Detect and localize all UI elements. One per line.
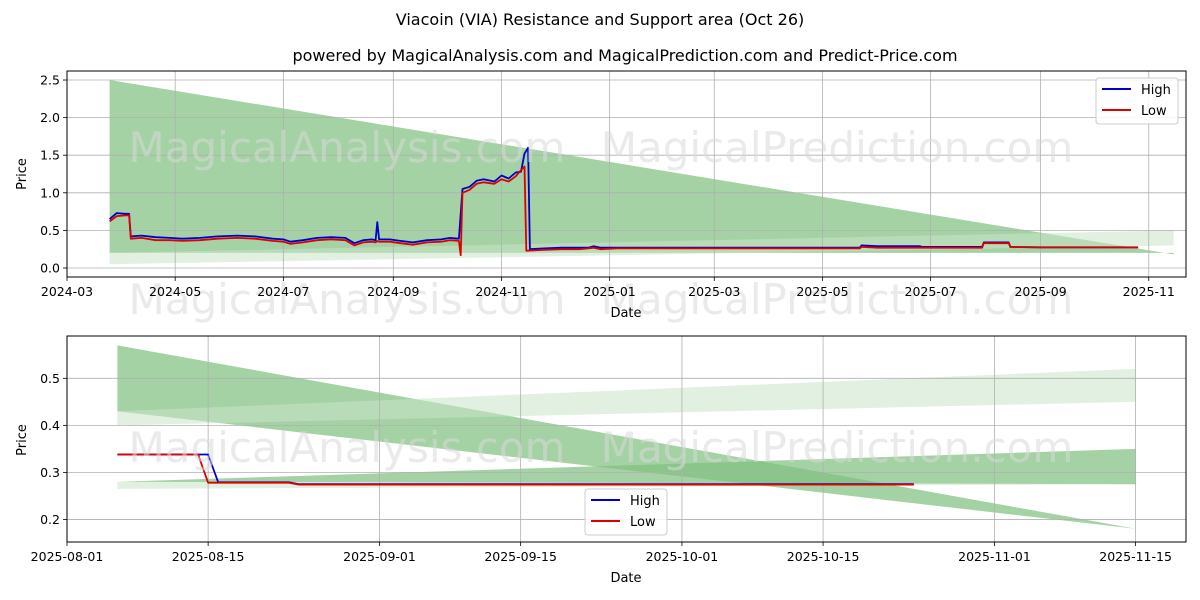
bot-band-resistance-light [117, 368, 1136, 426]
top-xtick-label-7: 2025-05 [796, 284, 848, 299]
bot-ytick-label-0: 0.2 [40, 512, 60, 527]
watermark-bottom-right: MagicalPrediction.com [601, 423, 1074, 472]
bot-xtick-label-3: 2025-09-15 [484, 549, 557, 564]
top-xtick-label-2: 2024-07 [257, 284, 309, 299]
top-legend: High Low [1095, 77, 1179, 125]
bottom-legend: High Low [584, 488, 668, 536]
top-xtick-label-0: 2024-03 [41, 284, 93, 299]
bot-xtick-label-1: 2025-08-15 [172, 549, 245, 564]
top-xtick-label-10: 2025-11 [1123, 284, 1175, 299]
top-xtick-label-8: 2025-07 [905, 284, 957, 299]
bottom-bands [117, 345, 1136, 529]
chart-subtitle: powered by MagicalAnalysis.com and Magic… [292, 46, 957, 65]
bot-band-resistance-dark [117, 345, 1136, 529]
top-ylabel: Price [15, 158, 30, 190]
bottom-plot-frame [66, 335, 1187, 543]
bot-ytick-label-2: 0.4 [40, 418, 60, 433]
watermark-top-left: MagicalAnalysis.com [129, 123, 566, 172]
top-ytick-label-2: 1.0 [40, 185, 60, 200]
bottom-panel: MagicalAnalysis.com MagicalPrediction.co… [15, 335, 1187, 586]
top-ytick-label-5: 2.5 [40, 73, 60, 88]
top-ytick-label-4: 2.0 [40, 110, 60, 125]
bot-ytick-label-3: 0.5 [40, 371, 60, 386]
top-legend-high-label: High [1141, 83, 1171, 98]
top-ytick-label-3: 1.5 [40, 148, 60, 163]
bottom-legend-low-label: Low [630, 515, 656, 530]
bottom-ticks: 2025-08-01 2025-08-15 2025-09-01 2025-09-15… [31, 371, 1172, 564]
top-plot-frame [66, 70, 1187, 278]
top-xlabel: Date [610, 306, 641, 321]
bottom-legend-high-label: High [630, 494, 660, 509]
top-series-low-line [109, 165, 1139, 257]
top-xtick-label-6: 2025-03 [688, 284, 740, 299]
bot-xtick-label-0: 2025-08-01 [31, 549, 104, 564]
top-bands [109, 80, 1174, 265]
bot-series-low-line [117, 453, 914, 486]
top-lines [109, 146, 1139, 257]
bot-xtick-label-6: 2025-11-01 [958, 549, 1031, 564]
top-legend-low-label: Low [1141, 104, 1167, 119]
bottom-lines [117, 453, 914, 486]
bot-band-support-dark [117, 448, 1136, 485]
top-xtick-label-3: 2024-09 [367, 284, 419, 299]
bot-xtick-label-4: 2025-10-01 [646, 549, 719, 564]
top-band-resistance-support-dark [109, 80, 1174, 255]
watermark-top-right: MagicalPrediction.com [601, 123, 1074, 172]
top-ticks: 2024-03 2024-05 2024-07 2024-09 2024-11 2025-… [40, 73, 1175, 299]
bottom-xlabel: Date [610, 571, 641, 586]
chart-title: Viacoin (VIA) Resistance and Support are… [396, 10, 804, 29]
bot-xtick-label-7: 2025-11-15 [1099, 549, 1172, 564]
top-xtick-label-9: 2025-09 [1014, 284, 1066, 299]
top-xtick-label-4: 2024-11 [475, 284, 527, 299]
bot-xtick-label-2: 2025-09-01 [343, 549, 416, 564]
bottom-ylabel: Price [15, 424, 30, 456]
watermark-top-bottom-left: MagicalAnalysis.com [129, 275, 566, 324]
bot-xtick-label-5: 2025-10-15 [787, 549, 860, 564]
top-ytick-label-1: 0.5 [40, 223, 60, 238]
top-panel: MagicalAnalysis.com MagicalPrediction.co… [15, 70, 1187, 324]
top-xtick-label-1: 2024-05 [149, 284, 201, 299]
watermark-bottom-left: MagicalAnalysis.com [129, 423, 566, 472]
top-ytick-label-0: 0.0 [40, 260, 60, 275]
top-xtick-label-5: 2025-01 [584, 284, 636, 299]
bot-ytick-label-1: 0.3 [40, 465, 60, 480]
watermark-top-bottom-right: MagicalPrediction.com [601, 275, 1074, 324]
